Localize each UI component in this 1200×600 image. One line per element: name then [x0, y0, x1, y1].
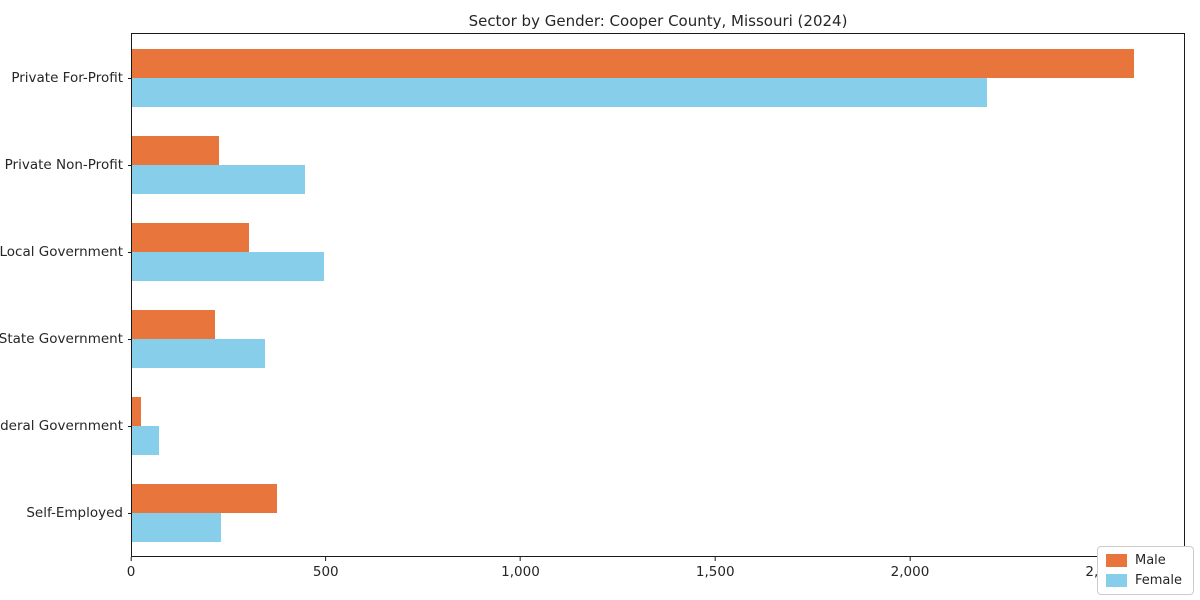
- xtick-label-500: 500: [312, 564, 339, 580]
- xtick-mark-1000: [520, 557, 521, 561]
- ytick-label-private-non-profit: Private Non-Profit: [4, 156, 123, 173]
- bar-male-private-for-profit: [132, 48, 1134, 78]
- plot-area: Private For-Profit Private Non-Profit Loca…: [0, 33, 1185, 557]
- category-row-private-for-profit: Private For-Profit: [11, 34, 1184, 121]
- xtick-1500: 1,500: [696, 557, 735, 580]
- legend-label-female: Female: [1134, 573, 1182, 588]
- bar-group-private-for-profit: [132, 48, 1184, 107]
- ytick-label-self-employed: Self-Employed: [26, 504, 123, 521]
- xtick-mark-1500: [714, 557, 716, 561]
- ytick-label-local-government: Local Government: [0, 243, 123, 260]
- xtick-2000: 2,000: [890, 557, 930, 580]
- xtick-500: 500: [313, 557, 339, 580]
- ytick-mark-federal-government: [128, 425, 132, 427]
- bar-group-private-non-profit: [132, 135, 1184, 194]
- legend-swatch-female: [1105, 574, 1127, 587]
- xtick-mark-2000: [909, 557, 911, 561]
- xtick-mark-0: [130, 557, 132, 561]
- bar-male-state-government: [132, 309, 216, 339]
- xtick-1000: 1,000: [501, 557, 540, 580]
- xtick-label-1000: 1,000: [501, 564, 540, 580]
- legend: Male Female: [1096, 546, 1194, 595]
- legend-item-male: Male: [1105, 553, 1182, 568]
- ytick-mark-self-employed: [128, 512, 132, 514]
- ytick-mark-local-government: [128, 251, 132, 253]
- xtick-label-1500: 1,500: [695, 564, 735, 580]
- category-row-private-non-profit: Private Non-Profit: [5, 121, 1184, 208]
- bar-group-self-employed: [132, 483, 1184, 542]
- bar-female-local-government: [132, 251, 324, 281]
- ytick-mark-private-for-profit: [128, 77, 132, 79]
- bar-female-private-for-profit: [132, 77, 987, 107]
- bar-female-self-employed: [132, 512, 221, 542]
- xtick-label-2000: 2,000: [890, 564, 930, 580]
- bar-male-federal-government: [132, 396, 141, 426]
- ytick-mark-private-non-profit: [128, 164, 132, 166]
- xtick-0: 0: [126, 557, 136, 580]
- bar-group-local-government: [132, 222, 1184, 281]
- legend-swatch-male: [1105, 554, 1127, 567]
- legend-label-male: Male: [1134, 553, 1166, 568]
- bar-group-state-government: [132, 309, 1184, 368]
- xtick-mark-500: [325, 557, 327, 561]
- category-row-self-employed: Self-Employed: [26, 469, 1184, 556]
- ytick-label-state-government: State Government: [0, 330, 123, 347]
- bar-male-self-employed: [132, 483, 277, 513]
- bar-male-private-non-profit: [132, 135, 219, 165]
- bar-group-federal-government: [132, 396, 1184, 455]
- bar-female-state-government: [132, 338, 265, 368]
- bar-female-federal-government: [132, 425, 159, 455]
- legend-item-female: Female: [1105, 573, 1182, 588]
- chart-title: Sector by Gender: Cooper County, Missour…: [468, 12, 848, 30]
- bar-male-local-government: [132, 222, 249, 252]
- bar-female-private-non-profit: [132, 164, 305, 194]
- ytick-label-private-for-profit: Private For-Profit: [11, 69, 123, 86]
- xtick-label-0: 0: [126, 564, 136, 580]
- ytick-label-federal-government: Federal Government: [0, 417, 123, 434]
- category-row-local-government: Local Government: [0, 208, 1184, 295]
- ytick-mark-state-government: [128, 338, 132, 340]
- category-row-state-government: State Government: [0, 295, 1184, 382]
- category-row-federal-government: Federal Government: [0, 382, 1184, 469]
